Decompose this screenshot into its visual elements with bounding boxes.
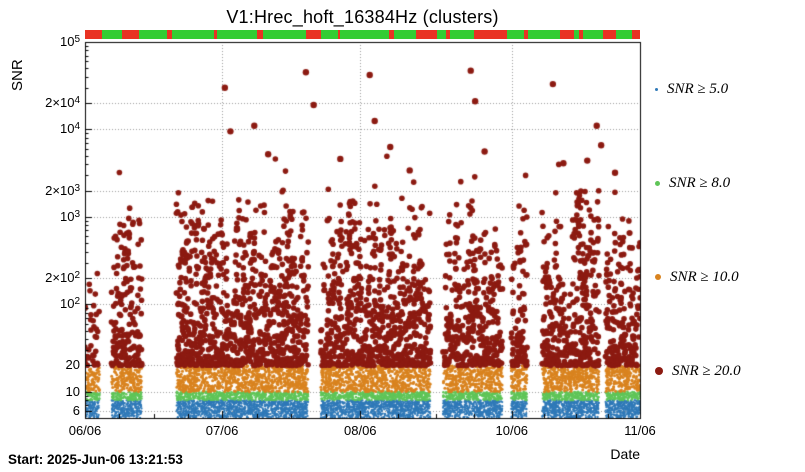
y-tick-label: 2×102 bbox=[45, 270, 80, 286]
y-tick-label: 2×103 bbox=[45, 182, 80, 198]
status-alert-segment bbox=[632, 30, 640, 39]
y-tick-label: 102 bbox=[59, 296, 80, 312]
status-alert-segment bbox=[85, 30, 102, 39]
x-tick-label: 10/06 bbox=[495, 423, 529, 438]
legend-label-snr8: SNR ≥ 8.0 bbox=[669, 174, 731, 191]
status-alert-segment bbox=[121, 30, 140, 39]
y-axis-title: SNR bbox=[9, 59, 26, 91]
y-tick-label: 105 bbox=[59, 34, 80, 50]
status-alert-segment bbox=[445, 30, 450, 39]
legend-item-snr5: SNR ≥ 5.0 bbox=[655, 81, 803, 98]
status-alert-segment bbox=[305, 30, 322, 39]
y-tick-label: 2×104 bbox=[45, 95, 80, 111]
status-alert-segment bbox=[389, 30, 395, 39]
legend-item-snr8: SNR ≥ 8.0 bbox=[655, 175, 803, 192]
x-tick-label: 08/06 bbox=[343, 423, 377, 438]
x-tick-label: 11/06 bbox=[624, 423, 656, 438]
chart-title: V1:Hrec_hoft_16384Hz (clusters) bbox=[226, 7, 499, 27]
y-tick-label: 10 bbox=[65, 383, 80, 399]
x-tick-label: 06/06 bbox=[68, 423, 102, 438]
x-axis-title: Date bbox=[610, 446, 640, 462]
legend-marker-snr10-icon bbox=[655, 274, 661, 280]
y-tick-label: 104 bbox=[59, 121, 80, 137]
legend-marker-snr5-icon bbox=[655, 87, 658, 91]
y-tick-label: 20 bbox=[65, 357, 80, 373]
y-tick-label: 103 bbox=[59, 209, 80, 225]
status-alert-segment bbox=[167, 30, 173, 39]
x-tick-label: 07/06 bbox=[205, 423, 239, 438]
legend-marker-snr8-icon bbox=[655, 180, 660, 186]
legend: SNR ≥ 5.0 SNR ≥ 8.0 SNR ≥ 10.0 SNR ≥ 20.… bbox=[655, 42, 803, 418]
status-alert-segment bbox=[603, 30, 617, 39]
status-alert-segment bbox=[524, 30, 528, 39]
status-alert-segment bbox=[578, 30, 583, 39]
start-timestamp: Start: 2025-Jun-06 13:21:53 bbox=[8, 452, 183, 467]
y-tick-label: 6 bbox=[72, 403, 80, 419]
status-alert-segment bbox=[416, 30, 437, 39]
legend-label-snr10: SNR ≥ 10.0 bbox=[670, 268, 739, 285]
legend-marker-snr20-icon bbox=[655, 367, 663, 375]
status-alert-segment bbox=[337, 30, 341, 39]
legend-item-snr20: SNR ≥ 20.0 bbox=[655, 363, 803, 380]
legend-item-snr10: SNR ≥ 10.0 bbox=[655, 269, 803, 286]
status-bar bbox=[85, 30, 640, 39]
status-alert-segment bbox=[257, 30, 263, 39]
status-alert-segment bbox=[213, 30, 217, 39]
status-alert-segment bbox=[560, 30, 574, 39]
legend-label-snr5: SNR ≥ 5.0 bbox=[667, 80, 729, 97]
status-alert-segment bbox=[473, 30, 507, 39]
legend-label-snr20: SNR ≥ 20.0 bbox=[672, 362, 741, 379]
